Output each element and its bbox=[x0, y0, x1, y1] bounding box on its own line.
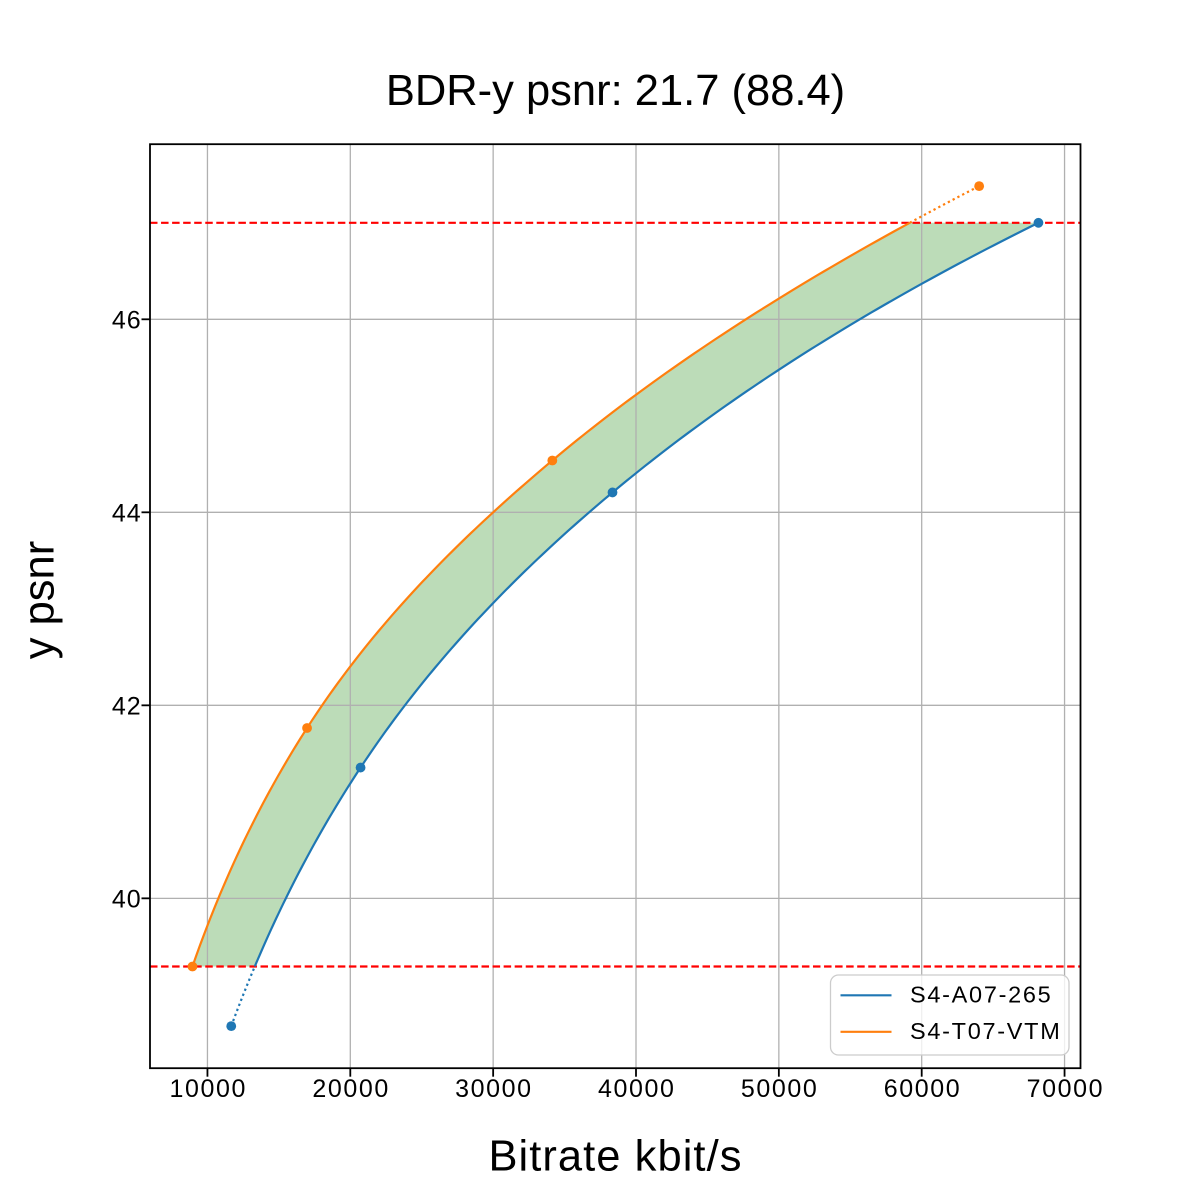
svg-text:46: 46 bbox=[112, 306, 142, 334]
svg-text:20000: 20000 bbox=[312, 1075, 390, 1103]
svg-text:40: 40 bbox=[112, 885, 142, 913]
svg-text:10000: 10000 bbox=[169, 1075, 247, 1103]
svg-text:60000: 60000 bbox=[884, 1075, 962, 1103]
svg-text:S4-A07-265: S4-A07-265 bbox=[910, 982, 1052, 1008]
svg-text:40000: 40000 bbox=[598, 1075, 676, 1103]
svg-text:30000: 30000 bbox=[455, 1075, 533, 1103]
svg-text:70000: 70000 bbox=[1027, 1075, 1105, 1103]
svg-text:42: 42 bbox=[112, 692, 142, 720]
svg-text:44: 44 bbox=[112, 499, 142, 527]
svg-text:50000: 50000 bbox=[741, 1075, 819, 1103]
svg-text:S4-T07-VTM: S4-T07-VTM bbox=[910, 1018, 1062, 1044]
svg-text:y psnr: y psnr bbox=[15, 541, 63, 659]
svg-text:Bitrate kbit/s: Bitrate kbit/s bbox=[488, 1132, 742, 1180]
svg-text:BDR-y psnr: 21.7 (88.4): BDR-y psnr: 21.7 (88.4) bbox=[386, 67, 845, 115]
